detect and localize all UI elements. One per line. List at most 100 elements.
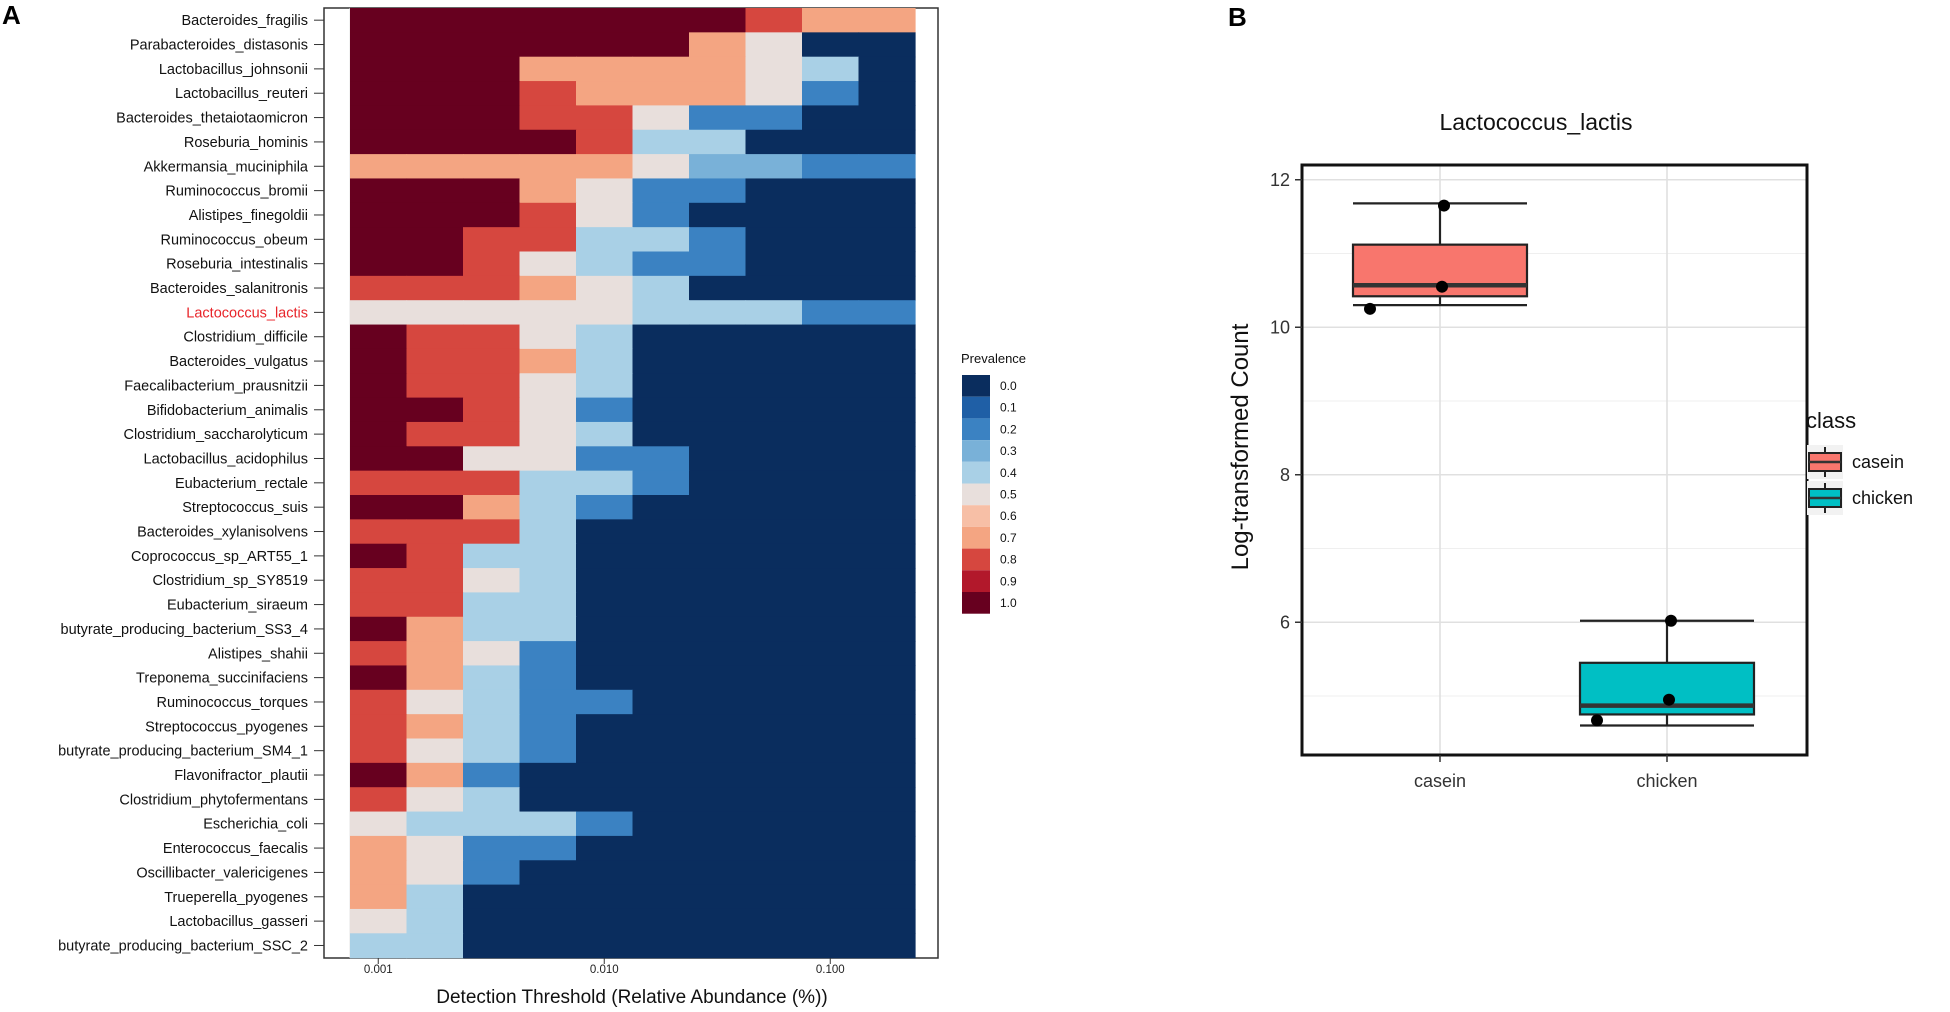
heatmap-cell [632, 908, 690, 934]
heatmap-cell [858, 714, 916, 740]
heatmap-cell [858, 787, 916, 813]
heatmap-cell [350, 495, 408, 520]
heatmap-cell [632, 129, 690, 155]
heatmap-cell [689, 154, 747, 180]
heatmap-cell [350, 105, 408, 131]
heatmap-cell [406, 689, 464, 715]
heatmap-cell [576, 154, 634, 180]
heatmap-cell [689, 202, 747, 228]
heatmap-row-label: Eubacterium_rectale [175, 476, 308, 492]
heatmap-cell [802, 835, 860, 861]
heatmap-cell [745, 275, 803, 301]
heatmap-row-label: Streptococcus_pyogenes [145, 719, 308, 735]
heatmap-cell [350, 154, 408, 180]
heatmap-cell [745, 227, 803, 253]
boxplot-y-tick-label: 8 [1280, 465, 1290, 485]
class-legend-label: chicken [1852, 488, 1913, 508]
heatmap-cell [350, 421, 408, 447]
heatmap-cell [632, 933, 690, 959]
heatmap-cell [745, 56, 803, 82]
heatmap-cell [576, 446, 634, 472]
heatmap-cell [745, 202, 803, 228]
heatmap-cell [745, 421, 803, 447]
heatmap-cell [802, 251, 860, 277]
prevalence-legend-swatch [962, 375, 990, 397]
heatmap-cell [745, 592, 803, 618]
heatmap-row-label: Roseburia_intestinalis [166, 257, 308, 273]
boxplot-x-tick-label: chicken [1636, 771, 1697, 791]
heatmap-x-ticks: 0.001 0.010 0.100 [364, 958, 845, 976]
heatmap-cell [519, 178, 577, 204]
heatmap-cell [689, 714, 747, 740]
heatmap-cell [858, 470, 916, 496]
heatmap-cell [406, 324, 464, 350]
heatmap-cell [745, 665, 803, 691]
heatmap-cell [802, 884, 860, 910]
heatmap-cell [519, 81, 577, 106]
heatmap-cell [463, 105, 521, 131]
heatmap-cell [745, 470, 803, 496]
heatmap-cell [745, 689, 803, 715]
panel-label-b: B [1228, 2, 1247, 32]
heatmap-cell [406, 738, 464, 764]
heatmap-cell [745, 397, 803, 423]
heatmap-cell [519, 641, 577, 667]
heatmap-cell [463, 32, 521, 58]
heatmap-cell [689, 300, 747, 326]
heatmap-cell [576, 105, 634, 131]
heatmap-cell [689, 81, 747, 106]
heatmap-row-label: Lactobacillus_johnsonii [159, 62, 308, 78]
heatmap-cell [406, 714, 464, 740]
heatmap-row-label: Eubacterium_siraeum [167, 598, 308, 614]
heatmap-cell [519, 373, 577, 399]
heatmap-cell [745, 154, 803, 180]
heatmap-x-tick-label: 0.001 [364, 964, 393, 976]
heatmap-cell [406, 884, 464, 910]
heatmap-cell [463, 446, 521, 472]
heatmap-cell [519, 251, 577, 277]
heatmap-cell [463, 592, 521, 618]
prevalence-legend-label: 0.1 [1000, 401, 1017, 415]
heatmap-cell [802, 300, 860, 326]
heatmap-cell [858, 908, 916, 934]
heatmap-cell [463, 738, 521, 764]
heatmap-cell [802, 154, 860, 180]
heatmap-cell [632, 421, 690, 447]
heatmap-cell [350, 32, 408, 58]
heatmap-cell [858, 275, 916, 301]
heatmap-cell [858, 251, 916, 277]
heatmap-cell [632, 56, 690, 82]
boxplot-title: Lactococcus_lactis [1439, 109, 1632, 135]
heatmap-cell [406, 8, 464, 33]
heatmap-row-label: Streptococcus_suis [182, 500, 308, 516]
heatmap-row-label: Ruminococcus_bromii [165, 184, 308, 200]
heatmap-cell [406, 251, 464, 277]
heatmap-cell [632, 835, 690, 861]
heatmap-cell [350, 251, 408, 277]
heatmap-cell [802, 641, 860, 667]
heatmap-cell [576, 519, 634, 545]
heatmap-cell [576, 787, 634, 813]
heatmap-cell [802, 324, 860, 350]
heatmap-cell [802, 592, 860, 618]
heatmap-cell [858, 32, 916, 58]
heatmap-cell [689, 446, 747, 472]
prevalence-legend-swatch [962, 570, 990, 592]
heatmap-cell [463, 860, 521, 886]
heatmap-cell [350, 641, 408, 667]
heatmap-cell [802, 665, 860, 691]
heatmap-cell [576, 543, 634, 569]
heatmap-cell [350, 300, 408, 326]
heatmap-row-label: butyrate_producing_bacterium_SSC_2 [58, 938, 308, 954]
heatmap-cell [519, 665, 577, 691]
heatmap-cell [406, 641, 464, 667]
heatmap-cell [802, 860, 860, 886]
heatmap-cell [519, 56, 577, 82]
heatmap-cell [350, 592, 408, 618]
heatmap-cell [463, 129, 521, 155]
heatmap-cell [350, 397, 408, 423]
heatmap-cell [406, 154, 464, 180]
heatmap-cell [689, 738, 747, 764]
heatmap-cell [632, 665, 690, 691]
heatmap-cell [632, 154, 690, 180]
